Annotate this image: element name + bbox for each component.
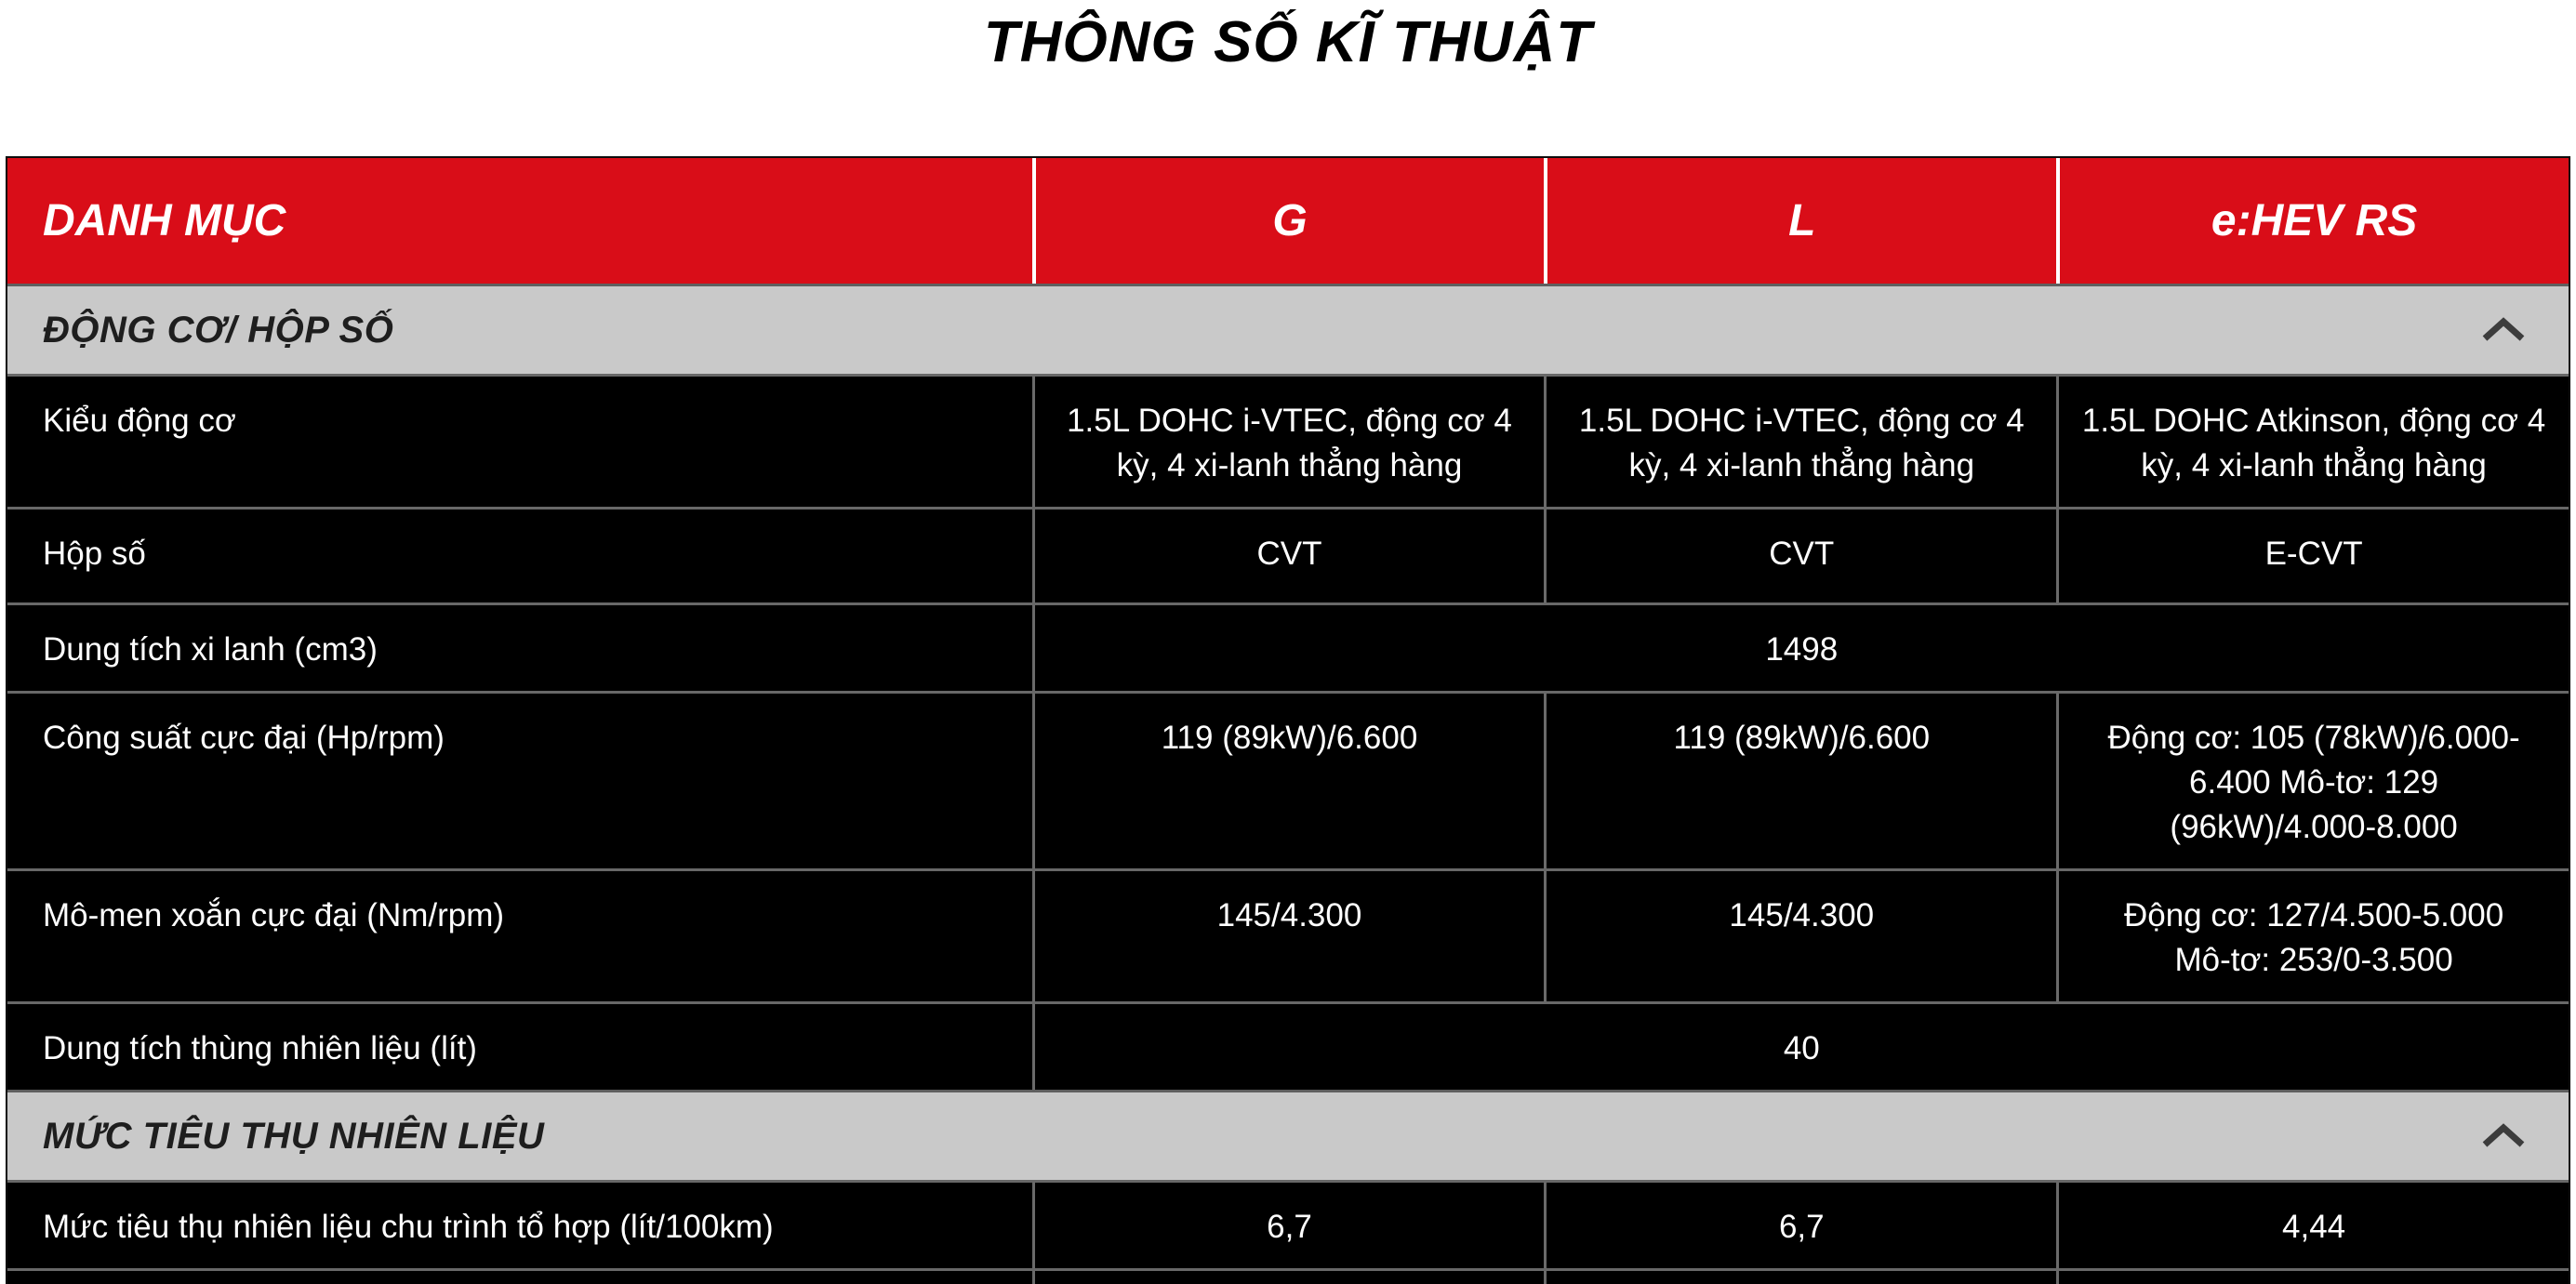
value-l: 6,7 bbox=[1544, 1183, 2056, 1268]
value-ehev-rs: 4,44 bbox=[2056, 1183, 2569, 1268]
value-g: 145/4.300 bbox=[1031, 871, 1545, 1001]
value-g: 119 (89kW)/6.600 bbox=[1031, 694, 1545, 868]
value-l: CVT bbox=[1544, 510, 2056, 602]
header-trim-g: G bbox=[1031, 158, 1545, 284]
value-l: 1.5L DOHC i-VTEC, động cơ 4 kỳ, 4 xi-lan… bbox=[1544, 377, 2056, 507]
row-label: Dung tích thùng nhiên liệu (lít) bbox=[43, 1030, 477, 1066]
row-label: Mức tiêu thụ nhiên liệu chu trình tổ hợp… bbox=[43, 1209, 774, 1245]
table-row-fuel-tank: Dung tích thùng nhiên liệu (lít) 40 bbox=[7, 1001, 2569, 1090]
chevron-up-icon[interactable] bbox=[2481, 1123, 2526, 1149]
table-row-displacement: Dung tích xi lanh (cm3) 1498 bbox=[7, 602, 2569, 691]
value-ehev-rs bbox=[2056, 1271, 2569, 1284]
value-ehev-rs: Động cơ: 105 (78kW)/6.000- 6.400 Mô-tơ: … bbox=[2056, 694, 2569, 868]
header-trim-ehev-rs: e:HEV RS bbox=[2056, 158, 2569, 284]
row-label: Kiểu động cơ bbox=[43, 403, 236, 439]
spec-table: DANH MỤC G L e:HEV RS ĐỘNG CƠ/ HỘP SỐ Ki… bbox=[6, 156, 2570, 1284]
section-header-fuel-consumption[interactable]: MỨC TIÊU THỤ NHIÊN LIỆU bbox=[7, 1090, 2569, 1180]
value-l bbox=[1544, 1271, 2056, 1284]
row-label: Hộp số bbox=[43, 536, 146, 572]
value-ehev-rs: 1.5L DOHC Atkinson, động cơ 4 kỳ, 4 xi-l… bbox=[2056, 377, 2569, 507]
value-all-trims: 1498 bbox=[1031, 605, 2569, 691]
row-label: Dung tích xi lanh (cm3) bbox=[43, 631, 378, 668]
value-ehev-rs: Động cơ: 127/4.500-5.000 Mô-tơ: 253/0-3.… bbox=[2056, 871, 2569, 1001]
value-l: 145/4.300 bbox=[1544, 871, 2056, 1001]
section-title: MỨC TIÊU THỤ NHIÊN LIỆU bbox=[43, 1115, 545, 1157]
row-label: Công suất cực đại (Hp/rpm) bbox=[43, 720, 445, 756]
table-row-max-torque: Mô-men xoắn cực đại (Nm/rpm) 145/4.300 1… bbox=[7, 868, 2569, 1001]
chevron-up-icon[interactable] bbox=[2481, 317, 2526, 343]
row-label: Mô-men xoắn cực đại (Nm/rpm) bbox=[43, 897, 505, 933]
row-label bbox=[7, 1271, 1032, 1284]
table-row-clipped bbox=[7, 1268, 2569, 1284]
value-g: 1.5L DOHC i-VTEC, động cơ 4 kỳ, 4 xi-lan… bbox=[1031, 377, 1545, 507]
table-row-fuel-consumption: Mức tiêu thụ nhiên liệu chu trình tổ hợp… bbox=[7, 1180, 2569, 1268]
page-title: THÔNG SỐ KĨ THUẬT bbox=[983, 10, 1593, 74]
value-ehev-rs: E-CVT bbox=[2056, 510, 2569, 602]
value-all-trims: 40 bbox=[1031, 1004, 2569, 1090]
table-header-row: DANH MỤC G L e:HEV RS bbox=[7, 158, 2569, 284]
section-title: ĐỘNG CƠ/ HỘP SỐ bbox=[43, 309, 394, 351]
value-g bbox=[1031, 1271, 1545, 1284]
value-l: 119 (89kW)/6.600 bbox=[1544, 694, 2056, 868]
table-row-engine-type: Kiểu động cơ 1.5L DOHC i-VTEC, động cơ 4… bbox=[7, 374, 2569, 507]
header-category: DANH MỤC bbox=[43, 196, 286, 245]
header-trim-l: L bbox=[1544, 158, 2056, 284]
table-row-max-power: Công suất cực đại (Hp/rpm) 119 (89kW)/6.… bbox=[7, 691, 2569, 868]
table-row-transmission: Hộp số CVT CVT E-CVT bbox=[7, 507, 2569, 602]
value-g: CVT bbox=[1031, 510, 1545, 602]
section-header-engine-transmission[interactable]: ĐỘNG CƠ/ HỘP SỐ bbox=[7, 284, 2569, 374]
value-g: 6,7 bbox=[1031, 1183, 1545, 1268]
